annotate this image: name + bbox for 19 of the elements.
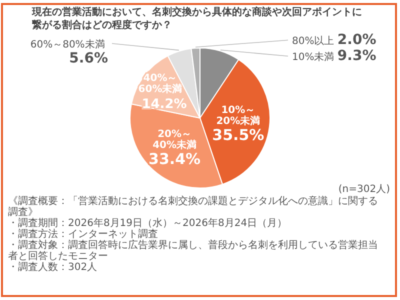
data-label: 35.5% (212, 126, 264, 144)
text: ・調査対象：調査回答時に広告業界に属し、普段から名刺を利用している営業担当者と回答したモニター (8, 240, 379, 262)
chart-title: 現在の営業活動において、名刺交換から具体的な商談や次回アポイントに繋がる割合はどの程度ですか？ (32, 6, 363, 32)
slice-label: 10%未満 (292, 51, 338, 64)
text: 《調査概要：「営業活動における名刺交換の課題とデジタル化への意識」に関する調査》 (8, 196, 379, 218)
data-label: 2.0% (337, 32, 376, 48)
text: ・調査人数：302人 (8, 262, 98, 273)
slice-label: 10%～20%未満 (216, 104, 260, 127)
text: ・調査期間：2026年8月19日（水）～2026年8月24日（月） (8, 218, 288, 229)
text: (n=302人) (338, 183, 390, 196)
slice-label: 40%～60%未満 (138, 72, 182, 95)
slice-label: 60%～80%未満 (30, 38, 108, 51)
data-label: 5.6% (69, 50, 108, 67)
slice-label: 20%～40%未満 (152, 128, 197, 151)
data-label: 33.4% (148, 150, 201, 168)
data-label: 9.3% (337, 48, 376, 64)
text: ・調査方法：インターネット調査 (8, 229, 158, 240)
slice-label: 80%以上 (292, 35, 338, 48)
data-label: 14.2% (142, 96, 187, 112)
